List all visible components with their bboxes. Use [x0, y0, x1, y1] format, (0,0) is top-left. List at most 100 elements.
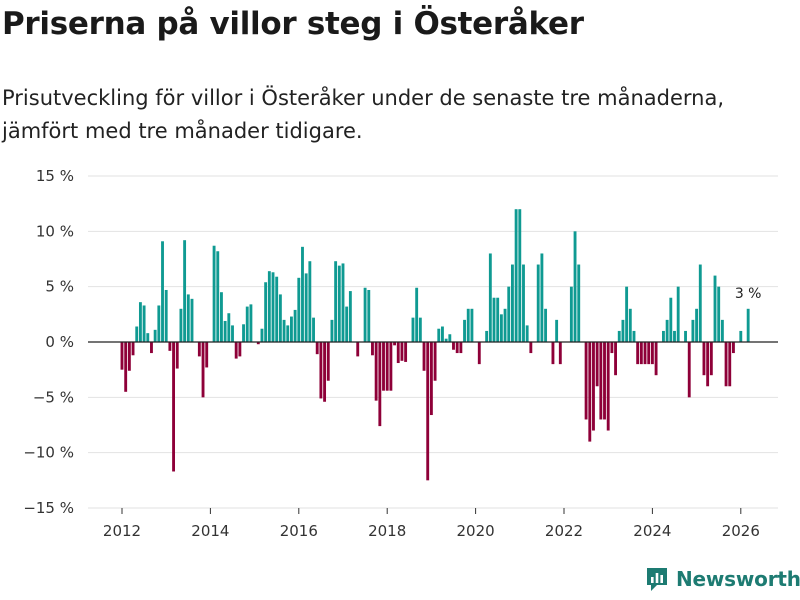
- bar: [603, 342, 606, 420]
- bar: [231, 325, 234, 342]
- bar: [301, 246, 304, 342]
- x-tick-label: 2012: [103, 522, 141, 540]
- bar: [293, 309, 297, 342]
- bar: [297, 277, 301, 342]
- bar: [201, 342, 205, 398]
- bar: [411, 317, 415, 342]
- bar: [592, 342, 595, 431]
- bar: [496, 297, 500, 342]
- bar: [691, 319, 695, 342]
- bar: [724, 342, 728, 387]
- bar: [706, 342, 710, 387]
- bar: [168, 342, 172, 351]
- bar: [676, 286, 680, 342]
- bar: [507, 286, 511, 342]
- y-tick-label: −15 %: [23, 499, 74, 517]
- bar: [205, 342, 209, 368]
- bar: [636, 342, 640, 365]
- bar: [522, 264, 525, 342]
- bar: [551, 342, 555, 365]
- bar: [348, 291, 352, 342]
- bar: [647, 342, 651, 365]
- bar: [441, 326, 444, 342]
- bar: [684, 330, 687, 342]
- bar: [315, 342, 319, 355]
- newsworthy-logo-icon: [645, 566, 669, 592]
- bar: [212, 245, 216, 342]
- y-axis: −15 % −10 % −5 % 0 % 5 % 10 % 15 %: [23, 167, 74, 517]
- bar: [319, 342, 323, 399]
- bar: [455, 342, 459, 354]
- x-axis: 2012 2014 2016 2018 2020 2022 2024 2026: [103, 508, 760, 540]
- bar: [466, 308, 470, 342]
- bar: [418, 317, 422, 342]
- bar: [687, 342, 691, 398]
- bar: [197, 342, 201, 357]
- bar: [131, 342, 135, 356]
- bar: [555, 319, 559, 342]
- newsworthy-logo-text: Newsworthy: [676, 567, 800, 591]
- bar: [393, 342, 396, 346]
- bars: [120, 209, 750, 481]
- bar: [470, 308, 474, 342]
- bar: [746, 308, 750, 342]
- bar: [499, 314, 503, 342]
- bar: [146, 333, 150, 342]
- bar: [514, 209, 518, 342]
- bar: [669, 297, 673, 342]
- bar: [378, 342, 382, 427]
- bar: [614, 342, 617, 376]
- bar: [617, 330, 621, 342]
- y-tick-label: 15 %: [36, 167, 74, 185]
- bar: [650, 342, 654, 365]
- bar: [695, 308, 699, 342]
- bar: [400, 342, 404, 361]
- bar: [584, 342, 588, 420]
- bar: [161, 241, 164, 342]
- bar: [606, 342, 610, 431]
- x-tick-label: 2014: [191, 522, 229, 540]
- bar: [396, 342, 400, 364]
- bar: [304, 273, 308, 342]
- bar: [422, 342, 426, 371]
- bar: [599, 342, 603, 420]
- x-tick-label: 2026: [722, 522, 760, 540]
- bar: [382, 342, 385, 391]
- bar: [477, 342, 481, 365]
- bar: [326, 342, 330, 381]
- bar: [518, 209, 522, 342]
- bar: [374, 342, 378, 401]
- bar: [732, 342, 735, 354]
- bar: [544, 308, 548, 342]
- bar: [138, 302, 142, 342]
- bar: [662, 330, 665, 342]
- bar: [643, 342, 647, 365]
- bar: [488, 253, 492, 342]
- bar: [341, 263, 345, 342]
- bar: [713, 275, 717, 342]
- bar: [459, 342, 463, 354]
- bar: [665, 319, 669, 342]
- bar: [385, 342, 389, 391]
- bar: [720, 319, 724, 342]
- last-value-label: 3 %: [735, 286, 762, 302]
- bar: [621, 319, 625, 342]
- bar: [577, 264, 581, 342]
- bar: [503, 308, 507, 342]
- bar: [142, 305, 146, 342]
- bar: [654, 342, 658, 376]
- x-tick-label: 2020: [457, 522, 495, 540]
- bar: [223, 320, 227, 342]
- bar: [698, 264, 702, 342]
- bar: [739, 330, 743, 342]
- bar: [628, 308, 632, 342]
- bar: [190, 298, 194, 342]
- bar: [175, 342, 179, 369]
- bar: [275, 276, 279, 342]
- bar: [164, 289, 168, 342]
- x-tick-label: 2024: [633, 522, 671, 540]
- gridlines: [88, 175, 778, 509]
- bar: [588, 342, 592, 442]
- bar: [610, 342, 614, 354]
- bar: [426, 342, 430, 481]
